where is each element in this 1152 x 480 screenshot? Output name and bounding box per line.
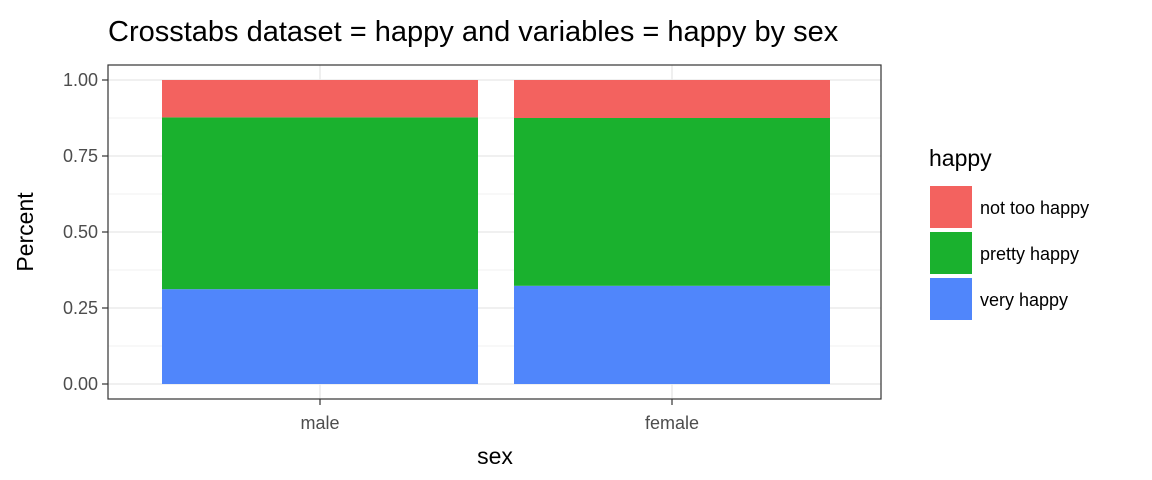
y-axis-title: Percent bbox=[12, 192, 38, 272]
bar-segment bbox=[162, 289, 478, 384]
x-axis-title: sex bbox=[477, 443, 513, 469]
y-tick-label: 0.25 bbox=[63, 298, 98, 318]
y-tick-label: 0.50 bbox=[63, 222, 98, 242]
bar-segment bbox=[162, 117, 478, 290]
bar-segment bbox=[514, 118, 830, 286]
bar-segment bbox=[514, 285, 830, 384]
legend-swatch bbox=[930, 278, 972, 320]
legend: happy not too happy pretty happy very happ… bbox=[929, 145, 1089, 320]
bar-segment bbox=[162, 80, 478, 118]
plot-panel bbox=[107, 64, 882, 400]
legend-label: very happy bbox=[980, 290, 1068, 310]
x-tick-label: male bbox=[300, 413, 339, 433]
y-tick-label: 0.00 bbox=[63, 374, 98, 394]
legend-swatch bbox=[930, 186, 972, 228]
legend-label: pretty happy bbox=[980, 244, 1079, 264]
legend-swatch bbox=[930, 232, 972, 274]
y-axis: 0.00 0.25 0.50 0.75 1.00 bbox=[63, 70, 108, 394]
x-axis: male female bbox=[300, 399, 699, 433]
x-tick-label: female bbox=[645, 413, 699, 433]
y-tick-label: 0.75 bbox=[63, 146, 98, 166]
bar-stacks bbox=[162, 80, 830, 384]
chart-title: Crosstabs dataset = happy and variables … bbox=[108, 16, 839, 48]
y-tick-label: 1.00 bbox=[63, 70, 98, 90]
legend-label: not too happy bbox=[980, 198, 1089, 218]
legend-title: happy bbox=[929, 145, 992, 171]
bar-segment bbox=[514, 80, 830, 118]
